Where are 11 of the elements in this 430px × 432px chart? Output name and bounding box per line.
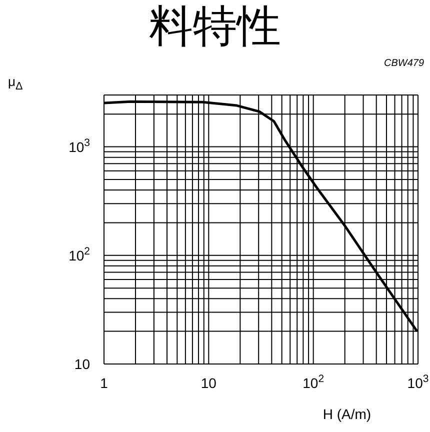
chart-title: 料特性	[148, 1, 282, 52]
x-tick-label: 10$^{3}$	[407, 373, 429, 391]
y-tick-label: 10$^{3}$	[68, 136, 90, 155]
y-tick-label: 10	[74, 356, 90, 372]
y-axis-title: μ$_{Δ}$	[8, 74, 23, 93]
text: CBW479	[384, 58, 424, 69]
y-tick-label: 10$^{2}$	[68, 245, 90, 264]
x-axis-title: H (A/m)	[322, 406, 372, 422]
x-tick-label: 10	[200, 375, 217, 391]
x-tick-label: 10$^{2}$	[302, 373, 324, 391]
x-tick-label: 1	[100, 375, 108, 391]
